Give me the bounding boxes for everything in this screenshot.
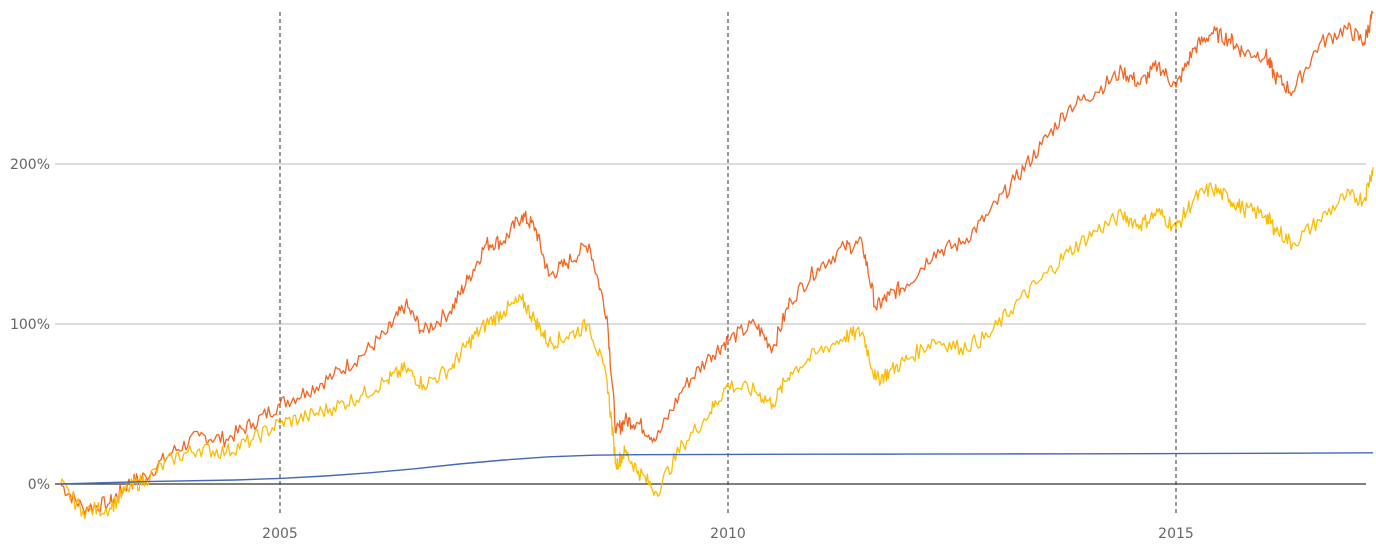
y-tick-label: 0% [28, 477, 50, 493]
x-tick-label: 2015 [1158, 526, 1194, 542]
x-tick-label: 2005 [262, 526, 298, 542]
x-tick-label: 2010 [710, 526, 746, 542]
series-line-3 [60, 452, 1374, 485]
series-line-2 [59, 167, 1374, 520]
series-line-1 [60, 10, 1374, 516]
y-tick-label: 100% [10, 317, 50, 333]
tick-labels: 0% 100% 200% 2005 2010 2015 [10, 157, 1194, 542]
series-lines [59, 10, 1374, 520]
gridlines [55, 12, 1366, 514]
y-tick-label: 200% [10, 157, 50, 173]
